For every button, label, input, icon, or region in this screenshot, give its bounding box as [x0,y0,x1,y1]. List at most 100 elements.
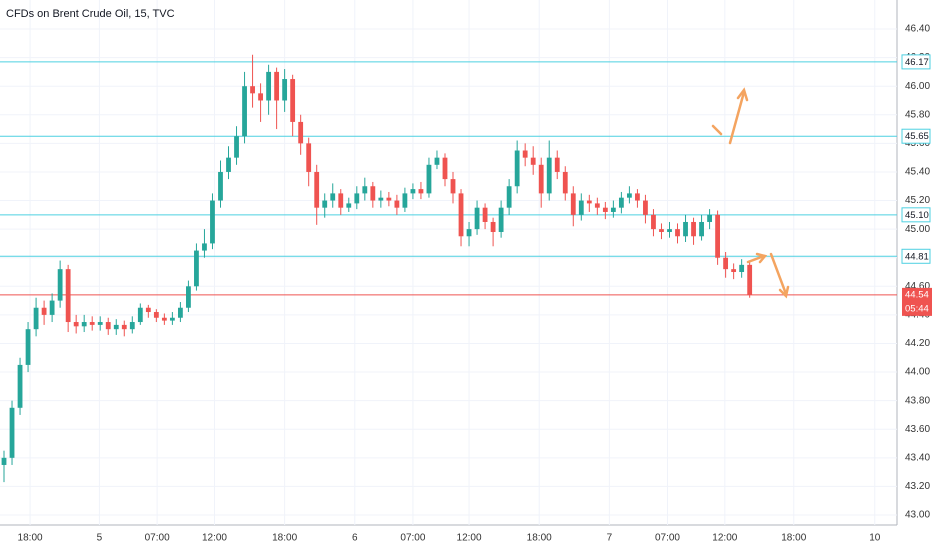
candle-body [394,200,400,208]
candle-body [322,200,328,208]
x-tick-label: 5 [97,533,103,544]
candle-body [169,317,175,321]
candle-body [346,203,352,208]
candle-body [41,307,47,315]
candles [1,54,753,483]
candle-body [426,164,432,194]
candle-body [683,221,688,237]
candle-body [210,200,215,244]
x-tick-label: 18:00 [272,533,297,544]
candle-body [402,193,408,208]
candle-body [610,207,616,212]
candle-body [186,286,191,308]
countdown-label: 05:44 [905,303,929,314]
candle-body [546,157,552,194]
candle-body [578,200,584,215]
arrow-head [755,252,768,264]
candle-body [498,207,504,232]
candle-body [274,71,280,101]
arrow [769,252,788,296]
candle-body [153,312,159,318]
x-tick-label: 07:00 [655,533,680,544]
candle-body [33,307,39,330]
candle-body [121,324,127,330]
candle-body [707,214,712,222]
candle-body [506,186,512,208]
candle-body [434,157,440,165]
y-tick-label: 44.60 [905,281,930,292]
arrow-head [778,285,790,299]
price-axis-bg [897,0,932,550]
candle-body [739,264,745,273]
x-tick-label: 07:00 [400,533,425,544]
x-tick-label: 10 [869,533,881,544]
candle-body [450,179,456,194]
candle-body [466,229,472,237]
candle-body [306,143,312,172]
candle-body [89,322,95,325]
chart-title: CFDs on Brent Crude Oil, 15, TVC [6,8,175,20]
annotations [711,87,790,299]
candle-body [522,150,528,158]
candle-body [747,264,753,295]
level-label-box [901,248,931,264]
candle-body [490,221,496,232]
candle-body [218,171,223,201]
arrow [746,254,766,264]
candle-body [715,214,721,258]
candle-body [266,71,272,101]
candle-body [530,157,536,165]
candle-body [242,86,247,137]
candle-body [618,197,624,208]
candle-body [1,457,7,465]
candle-body [594,203,600,208]
candle-body [73,322,79,327]
candle-body [651,214,656,230]
y-tick-label: 45.80 [905,109,930,120]
arrow [711,124,723,136]
candle-body [49,300,55,315]
candle-body [81,322,87,327]
candle-body [177,307,183,318]
y-tick-label: 46.00 [905,81,930,92]
candle-body [386,197,392,201]
candle-body [602,207,608,212]
y-tick-label: 43.60 [905,424,930,435]
candle-body [65,269,71,323]
arrow [728,90,746,145]
candle-body [314,171,320,208]
level-label-box [901,207,931,223]
axis-labels: 43.0043.2043.4043.6043.8044.0044.2044.40… [18,24,932,544]
candle-body [482,207,488,222]
candle-body [113,324,119,330]
candle-body [626,193,632,198]
candle-body [370,186,376,201]
candle-body [282,79,288,101]
grid [0,0,897,525]
candle-body [105,322,111,330]
level-label: 46.17 [905,57,929,68]
candle-body [161,317,167,321]
candle-body [643,200,648,215]
candle-body [258,93,263,101]
level-label: 45.10 [905,210,929,221]
candle-body [290,79,296,122]
candle-body [298,121,304,144]
candle-body [723,257,729,270]
x-tick-label: 18:00 [527,533,552,544]
candle-body [57,269,63,301]
candle-body [17,364,23,408]
candle-body [418,189,424,194]
candle-body [731,269,737,273]
candle-body [586,200,592,204]
x-tick-label: 18:00 [781,533,806,544]
x-tick-label: 07:00 [145,533,170,544]
candle-body [378,197,384,201]
candle-body [538,164,544,194]
candle-body [145,307,151,313]
candle-body [635,193,640,201]
level-label-box [901,54,931,70]
y-tick-label: 43.80 [905,395,930,406]
